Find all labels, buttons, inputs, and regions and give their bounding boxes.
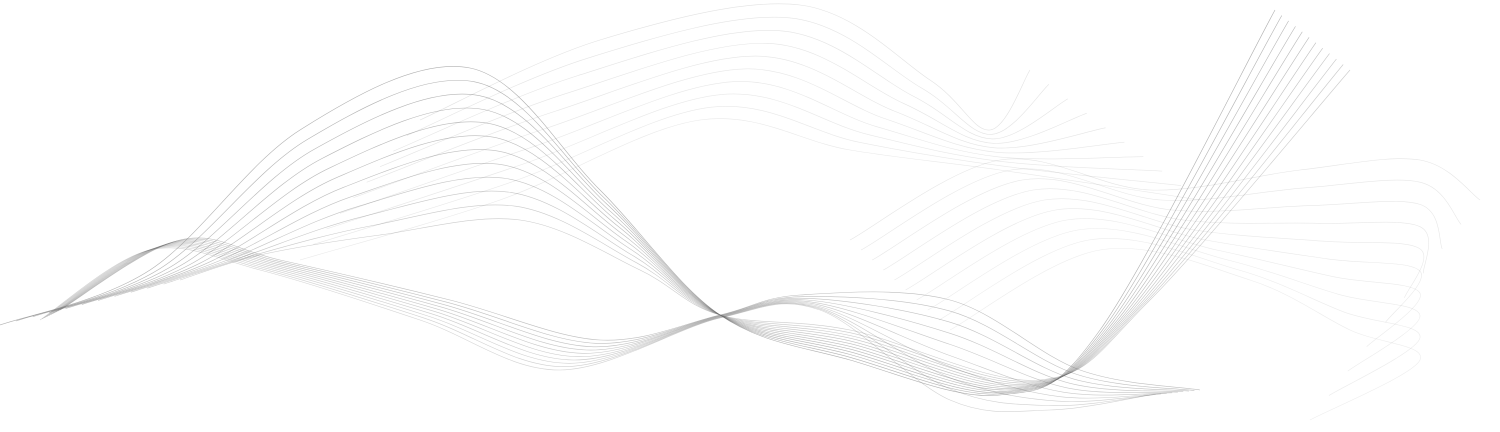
upper-faint-wave-line [406,16,1050,136]
right-faint-wave-line [916,218,1421,347]
main-wave-line [163,64,1344,383]
main-wave-line [147,58,1337,384]
lower-wave-line [59,237,1201,391]
upper-faint-wave-line [313,106,1182,245]
upper-faint-wave-line [419,3,1031,131]
main-wave-line [130,53,1330,385]
lower-wave-line [50,241,1178,393]
right-faint-wave-line [849,158,1481,241]
lower-wave-line [57,238,1195,391]
right-faint-wave-line [938,238,1421,396]
upper-faint-wave-line [366,55,1106,183]
main-wave-line [16,15,1283,395]
lower-wave-line [53,240,1184,392]
lower-wave-line [46,244,1167,399]
right-faint-wave-line [927,228,1421,372]
main-wave-line [179,69,1351,381]
main-wave-line [81,37,1310,389]
right-faint-wave-line [883,188,1430,274]
right-faint-wave-line [872,178,1443,261]
upper-faint-wave-line [379,42,1087,167]
lower-wave-line [48,243,1173,396]
upper-faint-wave-line [339,81,1144,214]
lower-wave-line [55,239,1189,392]
main-wave-line [48,26,1296,392]
lower-wave-line [39,247,1151,412]
right-faint-wave-line [894,198,1425,298]
right-faint-wave-line [860,168,1462,251]
main-wave-line [98,42,1317,388]
right-faint-wave-line [905,208,1422,323]
right-faint-wave-line [949,248,1421,421]
upper-faint-wave-line [299,118,1201,261]
main-wave-line [65,31,1303,391]
upper-faint-wave-line [326,93,1163,230]
upper-faint-wave-line [353,68,1125,199]
main-wave-line [32,20,1289,394]
lower-wave-line [42,246,1156,406]
lower-wave-line [44,245,1162,402]
main-wave-line [114,48,1323,387]
main-wave-line [0,9,1276,396]
upper-faint-wave-line [393,30,1068,152]
